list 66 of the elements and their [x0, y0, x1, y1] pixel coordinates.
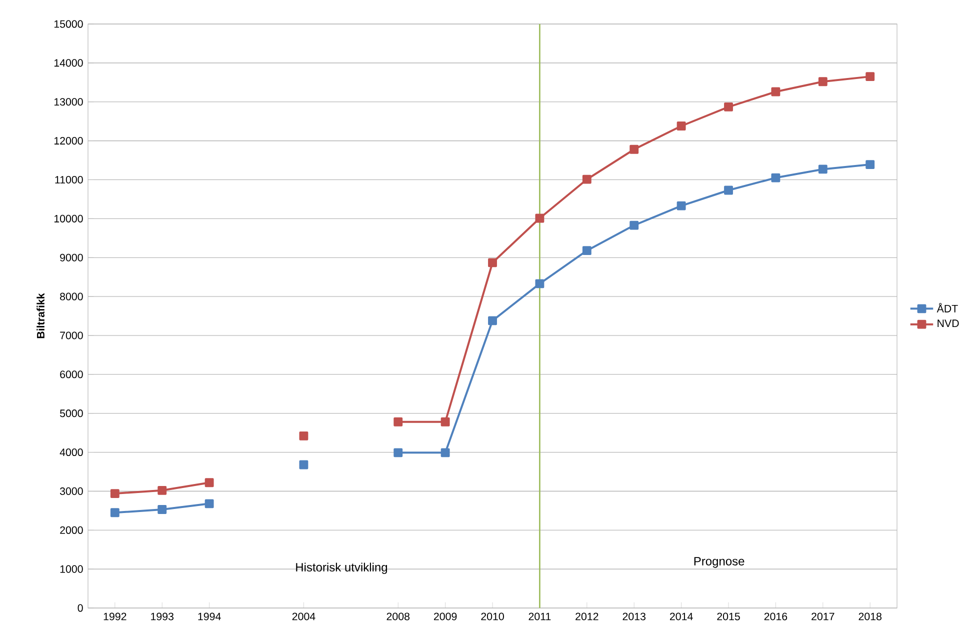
point: [110, 508, 120, 518]
point: [158, 486, 167, 495]
point: [724, 102, 733, 112]
x-tick-label: 2012: [576, 612, 598, 620]
y-axis-title: Biltrafikk: [36, 293, 44, 338]
point: [535, 279, 544, 288]
y-tick-label: 13000: [54, 98, 83, 106]
y-tick-label: 9000: [60, 254, 83, 262]
x-tick-label: 2016: [764, 612, 788, 620]
y-tick-label: 12000: [54, 137, 83, 145]
y-tick-label: 0: [78, 604, 83, 612]
y-tick-label: 2000: [60, 526, 83, 534]
point: [630, 144, 639, 154]
y-tick-label: 5000: [60, 410, 83, 418]
point: [394, 448, 403, 458]
y-tick-label: 4000: [60, 448, 83, 456]
point: [818, 164, 828, 174]
y-tick-label: 15000: [54, 20, 83, 28]
point: [771, 173, 780, 182]
point: [204, 499, 214, 508]
y-tick-label: 7000: [60, 332, 83, 340]
point: [630, 220, 639, 230]
point: [771, 87, 780, 96]
y-tick-label: 1000: [60, 565, 83, 573]
y-tick-label: 11000: [55, 176, 83, 184]
point: [204, 478, 214, 488]
point: [818, 77, 828, 86]
point: [440, 448, 450, 458]
point: [866, 72, 875, 82]
point: [440, 417, 450, 426]
x-tick-label: 2010: [481, 612, 504, 620]
x-tick-label: 2008: [386, 612, 410, 620]
x-tick-label: 2018: [858, 612, 882, 620]
y-tick-label: 14000: [54, 59, 83, 67]
point: [676, 201, 686, 210]
x-tick-label: 1993: [151, 612, 174, 620]
annotation: Prognose: [694, 557, 744, 568]
annotation: Historisk utvikling: [296, 562, 388, 574]
point: [488, 316, 497, 326]
x-tick-label: 2014: [670, 612, 693, 620]
legend-label: NVD: [938, 320, 959, 327]
point: [676, 122, 686, 130]
point: [158, 505, 167, 514]
point: [724, 186, 733, 195]
legend-label: ÅDT: [936, 303, 958, 312]
x-tick-label: 1994: [198, 612, 221, 620]
y-tick-label: 10000: [54, 214, 83, 222]
point: [299, 460, 308, 470]
y-tick-label: 8000: [60, 292, 83, 300]
x-tick-label: 2009: [434, 612, 457, 620]
point: [535, 214, 544, 223]
x-tick-label: 2013: [622, 612, 646, 620]
point: [299, 431, 308, 440]
x-tick-label: 1992: [104, 612, 126, 620]
y-tick-label: 3000: [60, 487, 83, 495]
x-tick-label: 2011: [528, 612, 551, 620]
point: [394, 417, 403, 426]
y-tick-label: 6000: [60, 370, 83, 378]
x-tick-label: 2004: [292, 612, 316, 620]
point: [582, 246, 592, 256]
point: [582, 174, 592, 184]
point: [866, 160, 875, 170]
x-tick-label: 2017: [812, 612, 834, 620]
point: [110, 489, 120, 498]
x-tick-label: 2015: [717, 612, 740, 620]
point: [488, 258, 497, 268]
